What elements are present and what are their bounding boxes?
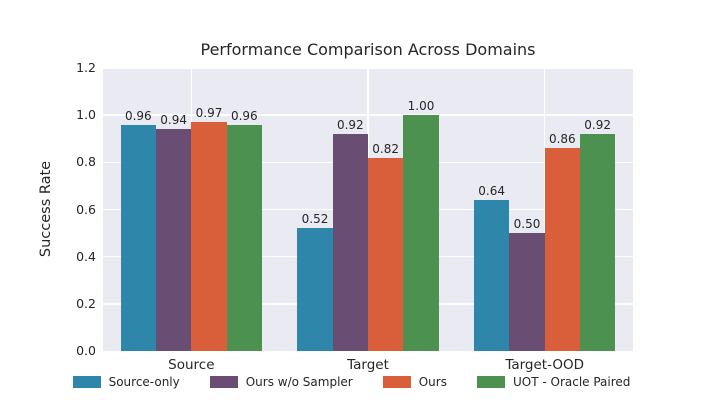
y-tick-label: 1.2 — [76, 60, 96, 75]
legend: Source-only Ours w/o Sampler Ours UOT - Ora… — [0, 375, 703, 389]
legend-item: UOT - Oracle Paired — [476, 375, 631, 389]
legend-label: Ours — [418, 375, 447, 389]
x-tick-label: Source — [168, 357, 215, 373]
y-tick-label: 0.4 — [76, 248, 96, 264]
legend-swatch — [476, 376, 505, 388]
bar — [226, 124, 262, 351]
legend-swatch — [72, 376, 101, 388]
x-tick-label: Target-OOD — [505, 357, 584, 373]
x-tick-label: Target — [347, 357, 389, 373]
bar — [156, 129, 192, 351]
legend-label: UOT - Oracle Paired — [512, 375, 631, 389]
bar-value-label: 0.52 — [301, 212, 329, 227]
bar-value-label: 0.86 — [548, 132, 576, 147]
bar — [509, 233, 545, 351]
bar-value-label: 0.94 — [160, 113, 188, 128]
legend-label: Ours w/o Sampler — [245, 375, 353, 389]
chart-title: Performance Comparison Across Domains — [200, 40, 536, 59]
y-tick-label: 0.2 — [76, 295, 96, 311]
bar-value-label: 0.50 — [513, 217, 541, 232]
bar-value-label: 0.96 — [230, 108, 258, 123]
legend-item: Source-only — [72, 375, 180, 389]
bar-value-label: 0.96 — [124, 108, 152, 123]
bar — [120, 124, 156, 351]
bar — [403, 115, 439, 351]
bar-value-label: 0.92 — [336, 118, 364, 133]
y-tick-label: 0.8 — [76, 154, 96, 170]
legend-swatch — [382, 376, 411, 388]
bar-value-label: 0.92 — [584, 118, 612, 133]
legend-label: Source-only — [108, 375, 180, 389]
bar-value-label: 0.97 — [195, 106, 223, 121]
bar-value-label: 1.00 — [407, 99, 435, 114]
plot-area: 0.96 0.52 0.64 0.94 0.92 0.50 0.97 0.82 0.86 0.96… — [103, 67, 633, 351]
bar — [191, 122, 227, 351]
bar — [368, 157, 404, 351]
bar — [332, 134, 368, 351]
bar — [297, 228, 333, 351]
bar-value-label: 0.64 — [478, 184, 506, 199]
y-tick-label: 0.0 — [76, 343, 96, 358]
bar — [544, 148, 580, 351]
bar — [580, 134, 616, 351]
legend-item: Ours w/o Sampler — [209, 375, 353, 389]
legend-swatch — [209, 376, 238, 388]
y-tick-label: 1.0 — [76, 107, 96, 123]
bar — [474, 200, 510, 351]
bar-value-label: 0.82 — [372, 141, 400, 156]
legend-item: Ours — [382, 375, 447, 389]
y-tick-label: 0.6 — [76, 201, 96, 217]
